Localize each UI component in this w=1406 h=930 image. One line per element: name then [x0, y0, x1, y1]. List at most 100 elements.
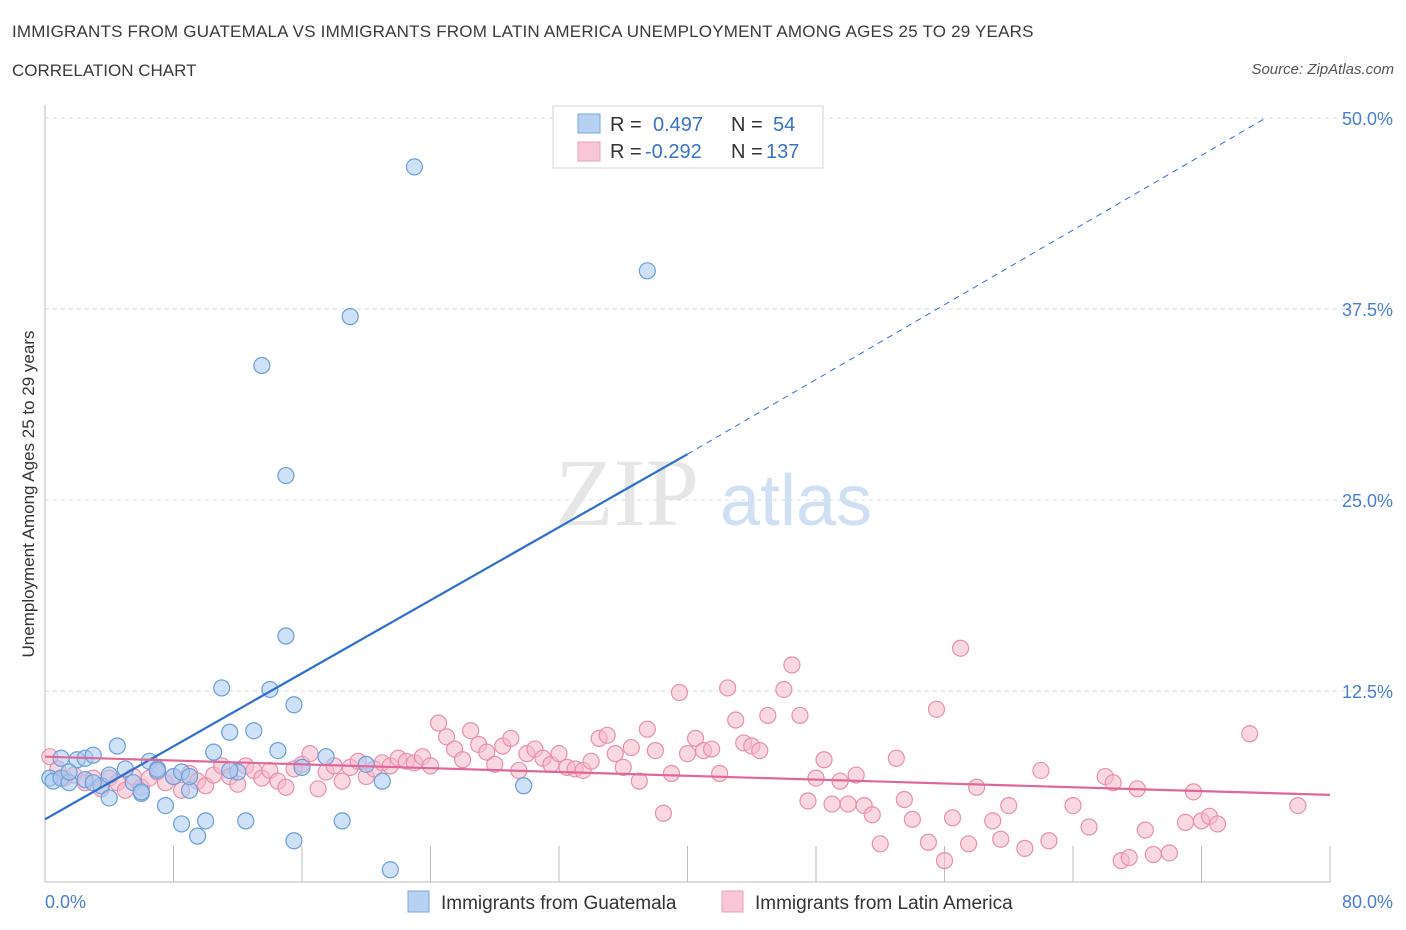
data-point-latin-america: [935, 852, 954, 870]
source-label: Source: ZipAtlas.com: [1251, 61, 1394, 78]
data-point-latin-america: [895, 790, 913, 809]
data-point-latin-america: [903, 810, 921, 828]
data-point-guatemala: [108, 737, 126, 755]
data-point-guatemala: [180, 767, 199, 786]
y-tick-label: 25.0%: [1342, 491, 1393, 511]
data-point-guatemala: [60, 763, 78, 781]
data-point-guatemala: [132, 783, 150, 801]
data-point-latin-america: [421, 757, 440, 775]
legend-swatch-guatemala-bottom: [407, 890, 430, 913]
data-point-latin-america: [654, 804, 673, 822]
legend-n-label-b: N =: [731, 141, 763, 163]
data-point-latin-america: [919, 833, 938, 851]
data-point-latin-america: [1136, 821, 1154, 839]
data-point-guatemala: [197, 812, 215, 830]
watermark-atlas: atlas: [720, 461, 872, 541]
data-point-guatemala: [84, 774, 102, 792]
data-point-latin-america: [437, 728, 456, 746]
data-point-guatemala: [213, 679, 231, 697]
data-point-latin-america: [614, 758, 632, 777]
x-tick-label-min: 0.0%: [45, 892, 86, 912]
data-point-latin-america: [582, 752, 600, 770]
correlation-legend: R = 0.497 N = 54 R = -0.292 N = 137: [552, 105, 824, 169]
data-point-latin-america: [309, 780, 327, 798]
trend-line-latin-america: [44, 755, 1331, 797]
data-point-latin-america: [1104, 774, 1122, 792]
data-point-guatemala: [221, 761, 239, 780]
data-point-latin-america: [429, 714, 448, 732]
legend-label-latin-america: Immigrants from Latin America: [755, 893, 1013, 914]
data-point-latin-america: [550, 745, 568, 763]
data-point-latin-america: [1016, 839, 1034, 857]
data-point-latin-america: [1040, 832, 1058, 850]
data-point-guatemala: [148, 761, 167, 780]
data-point-latin-america: [823, 795, 841, 813]
data-point-guatemala: [357, 755, 375, 773]
data-point-latin-america: [968, 778, 986, 796]
chart-title: IMMIGRANTS FROM GUATEMALA VS IMMIGRANTS …: [12, 22, 1034, 41]
data-point-latin-america: [1208, 815, 1227, 833]
data-point-guatemala: [84, 746, 102, 764]
x-axis-ticks: [173, 846, 1331, 882]
data-point-latin-america: [711, 764, 729, 783]
y-tick-label: 12.5%: [1342, 682, 1393, 702]
data-point-guatemala: [515, 777, 533, 795]
data-point-latin-america: [951, 639, 970, 657]
data-point-latin-america: [462, 722, 480, 740]
data-point-latin-america: [702, 740, 721, 758]
data-point-latin-america: [727, 711, 745, 729]
data-point-latin-america: [839, 795, 857, 813]
data-point-latin-america: [662, 764, 681, 783]
trend-line-guatemala-extension: [687, 117, 1267, 455]
data-point-guatemala: [285, 832, 303, 850]
data-point-latin-america: [502, 729, 520, 747]
data-point-latin-america: [927, 700, 946, 718]
data-point-latin-america: [598, 726, 616, 744]
data-point-guatemala: [317, 748, 335, 766]
data-point-latin-america: [301, 745, 319, 763]
data-point-guatemala: [333, 812, 351, 830]
data-point-latin-america: [1032, 761, 1050, 780]
data-point-latin-america: [638, 720, 656, 738]
legend-swatch-latin-america-bottom: [721, 890, 744, 913]
legend-r-label-a: R =: [610, 114, 642, 136]
data-point-latin-america: [1289, 796, 1307, 815]
data-point-latin-america: [1080, 818, 1098, 836]
legend-n-label-a: N =: [731, 114, 763, 136]
trend-line-guatemala: [44, 453, 689, 821]
data-point-guatemala: [341, 308, 359, 326]
data-point-latin-america: [1120, 848, 1138, 867]
y-axis-label: Unemployment Among Ages 25 to 29 years: [19, 331, 38, 658]
y-tick-label: 50.0%: [1342, 109, 1393, 129]
series-latin-america-points: [41, 639, 1307, 870]
data-point-latin-america: [775, 680, 793, 699]
data-point-guatemala: [100, 789, 118, 807]
data-point-guatemala: [188, 827, 207, 845]
data-point-latin-america: [719, 679, 737, 697]
legend-label-guatemala: Immigrants from Guatemala: [441, 893, 677, 914]
data-point-latin-america: [606, 745, 624, 763]
data-point-latin-america: [847, 766, 865, 784]
data-point-guatemala: [277, 627, 295, 645]
y-tick-labels: 12.5% 25.0% 37.5% 50.0%: [1342, 109, 1393, 702]
chart-subtitle: CORRELATION CHART: [12, 61, 197, 80]
data-point-latin-america: [486, 755, 504, 773]
data-point-latin-america: [333, 772, 351, 790]
data-point-latin-america: [454, 751, 472, 769]
data-point-latin-america: [807, 769, 825, 787]
data-point-latin-america: [670, 683, 689, 702]
data-point-latin-america: [1176, 813, 1195, 832]
data-point-latin-america: [863, 806, 881, 824]
y-tick-label: 37.5%: [1342, 300, 1393, 320]
data-point-guatemala: [237, 812, 255, 830]
data-point-guatemala: [373, 772, 391, 790]
legend-r-value-a: 0.497: [653, 114, 703, 136]
data-point-latin-america: [943, 809, 962, 827]
data-point-guatemala: [245, 722, 263, 740]
grid-lines: [45, 117, 1370, 692]
data-point-latin-america: [791, 706, 809, 725]
legend-swatch-latin-america: [577, 141, 601, 162]
series-legend: Immigrants from Guatemala Immigrants fro…: [407, 890, 1013, 914]
legend-n-value-a: 54: [773, 114, 795, 136]
data-point-latin-america: [1160, 844, 1178, 862]
